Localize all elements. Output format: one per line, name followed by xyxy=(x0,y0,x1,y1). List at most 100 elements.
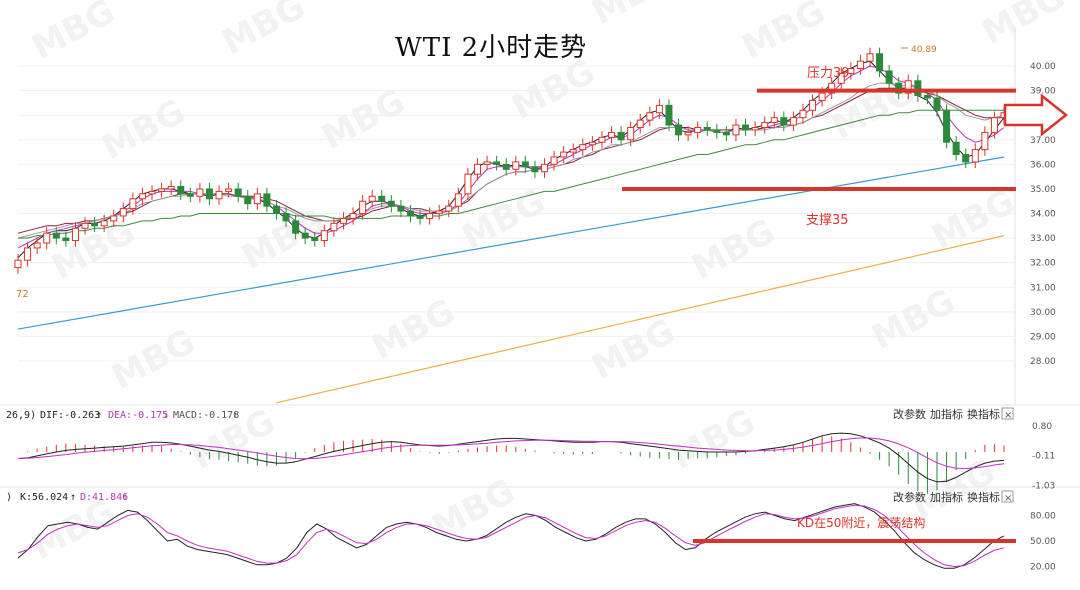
candle-up xyxy=(14,259,22,269)
kd-d-line xyxy=(17,504,1005,568)
candle-down xyxy=(617,131,625,141)
candle-up xyxy=(789,117,797,126)
macd-change-params-button[interactable]: 改参数 xyxy=(893,407,926,421)
candle-down xyxy=(713,129,721,133)
candle-up xyxy=(655,104,663,114)
candle-up xyxy=(359,200,367,215)
candle-up xyxy=(627,126,635,141)
candle-up xyxy=(856,60,864,69)
macd-tick-label: -0.11 xyxy=(1032,452,1055,462)
candle-up xyxy=(196,188,204,197)
candle-up xyxy=(809,99,817,111)
candle-up xyxy=(990,117,998,133)
macd-tick-label: -1.03 xyxy=(1032,481,1055,491)
kd-annotation-label: KD在50附近，震荡结构 xyxy=(797,515,925,530)
candle-up xyxy=(569,149,577,153)
macd-dea-arrow: ↓ xyxy=(163,410,169,421)
kd-switch-indicator-button[interactable]: 换指标 xyxy=(967,490,1000,504)
watermark-text: MBG xyxy=(925,181,1021,257)
watermark-text: MBG xyxy=(585,0,681,33)
candle-up xyxy=(799,109,807,119)
support-resistance-lines xyxy=(622,88,1016,191)
watermark-text: MBG xyxy=(215,0,311,63)
ma-line-4 xyxy=(17,82,1005,239)
watermark-text: MBG xyxy=(685,211,781,287)
macd-add-indicator-button[interactable]: 加指标 xyxy=(930,407,963,421)
candle-down xyxy=(521,161,529,168)
macd-toolbar: 改参数 加指标 换指标 × xyxy=(893,407,1014,421)
candle-up xyxy=(464,173,472,195)
candle-down xyxy=(387,200,395,207)
candle-up xyxy=(119,208,127,217)
candle-down xyxy=(742,124,750,131)
candle-up xyxy=(81,222,89,229)
candle-down xyxy=(665,104,673,126)
candle-down xyxy=(885,70,893,84)
kd-close-glyph: × xyxy=(1004,493,1012,504)
candle-up xyxy=(646,112,654,121)
candle-up xyxy=(445,205,453,212)
price-gridlines xyxy=(18,65,1014,362)
long-moving-averages xyxy=(17,156,1005,404)
macd-tick-label: 0.80 xyxy=(1032,422,1052,432)
kd-close-icon[interactable] xyxy=(1001,490,1014,503)
candle-up xyxy=(368,195,376,202)
kd-k-readout: K:56.024 xyxy=(20,492,68,503)
price-tick-label: 35.00 xyxy=(1030,185,1056,195)
watermark-text: MBG xyxy=(865,281,961,357)
candle-up xyxy=(770,117,778,124)
candle-up xyxy=(24,247,32,261)
macd-close-icon[interactable] xyxy=(1001,407,1014,420)
macd-value-arrow: ↑ xyxy=(232,410,238,421)
watermark-text: MBG xyxy=(105,321,201,397)
candle-down xyxy=(531,166,539,173)
candle-up xyxy=(684,131,692,136)
candle-up xyxy=(225,188,233,192)
candle-up xyxy=(349,213,357,219)
candle-up xyxy=(541,163,549,173)
macd-y-ticks: 0.80 -0.11 -1.03 xyxy=(1032,422,1055,491)
candle-up xyxy=(33,242,41,249)
price-tick-label: 40.00 xyxy=(1030,62,1056,72)
candle-up xyxy=(215,190,223,200)
candle-up xyxy=(837,72,845,84)
resistance-label: 压力39 xyxy=(807,66,850,81)
candle-up xyxy=(473,163,481,175)
candle-down xyxy=(397,205,405,212)
kd-tick-label: 20.00 xyxy=(1030,563,1056,573)
candle-down xyxy=(914,80,922,97)
candle-up xyxy=(732,124,740,136)
watermark-text: MBG xyxy=(315,81,411,157)
candle-up xyxy=(43,232,51,244)
ma-line-5 xyxy=(18,109,1004,239)
candle-down xyxy=(244,195,252,205)
candle-up xyxy=(818,92,826,101)
macd-switch-indicator-button[interactable]: 换指标 xyxy=(967,407,1000,421)
candle-up xyxy=(110,215,118,222)
macd-panel: 26,9) DIF:-0.263 ↑ DEA:-0.175 ↓ MACD:-0.… xyxy=(6,407,1055,494)
candle-up xyxy=(694,126,702,133)
candle-up xyxy=(71,227,79,242)
kd-k-arrow: ↑ xyxy=(70,492,76,503)
kd-change-params-button[interactable]: 改参数 xyxy=(893,490,926,504)
kd-tick-label: 50.00 xyxy=(1030,537,1056,547)
kd-add-indicator-button[interactable]: 加指标 xyxy=(930,490,963,504)
macd-params-prefix: 26,9) xyxy=(6,410,36,421)
candle-up xyxy=(828,82,836,94)
kd-d-readout: D:41.846 xyxy=(80,492,128,503)
left-price-label: 72 xyxy=(16,289,29,300)
price-tick-label: 34.00 xyxy=(1030,210,1056,220)
macd-dif-arrow: ↑ xyxy=(96,410,102,421)
candle-up xyxy=(512,161,520,170)
watermark-text: MBG xyxy=(735,0,831,68)
candle-up xyxy=(435,210,443,215)
orange-long-ma-line xyxy=(276,235,1005,404)
kd-d-arrow: ↑ xyxy=(122,492,128,503)
candle-up xyxy=(320,230,328,242)
candle-down xyxy=(895,82,903,94)
candle-up xyxy=(598,136,606,143)
price-tick-label: 36.00 xyxy=(1030,160,1056,170)
candle-down xyxy=(722,131,730,136)
macd-dea-line xyxy=(17,437,1005,470)
